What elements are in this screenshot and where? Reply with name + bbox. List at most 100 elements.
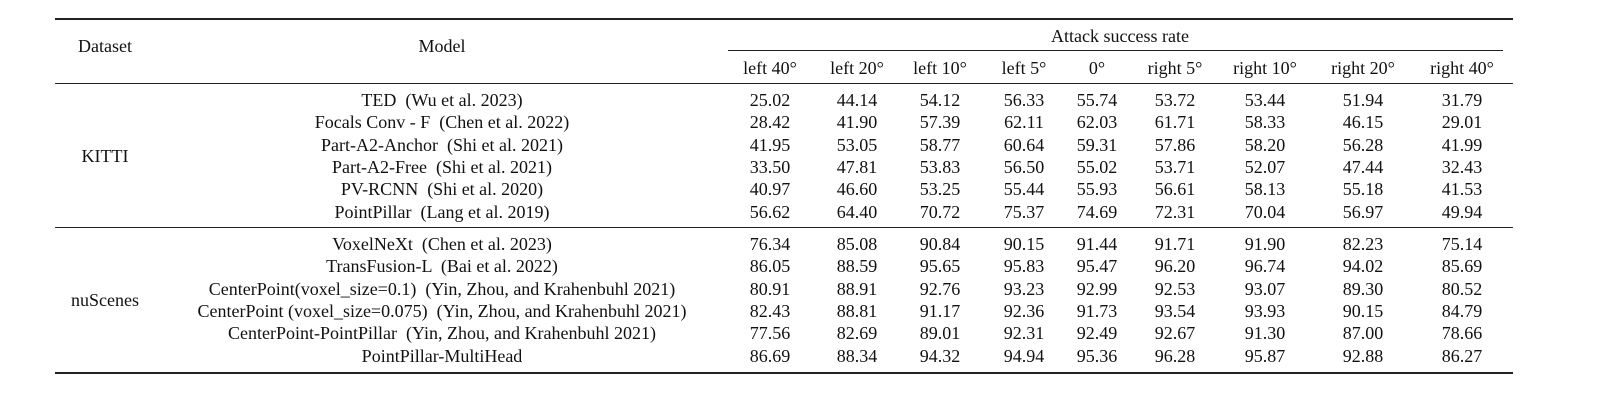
cell-value: 56.50 <box>1003 156 1045 177</box>
cell-value: 91.44 <box>1076 234 1118 254</box>
cell-value: 25.02 <box>749 90 791 110</box>
model-name: Part-A2-Free (Shi et al. 2021) <box>332 156 552 177</box>
cell-value: 60.64 <box>1003 134 1045 155</box>
cell-value: 62.03 <box>1076 112 1118 133</box>
cell-value: 91.17 <box>919 300 961 321</box>
cell-value: 31.79 <box>1441 90 1483 110</box>
cell-value: 96.28 <box>1154 345 1196 366</box>
cell-value: 94.94 <box>1003 345 1045 366</box>
cell-value: 86.69 <box>749 345 791 366</box>
cell-value: 70.72 <box>919 201 961 222</box>
model-name: CenterPoint-PointPillar (Yin, Zhou, and … <box>228 323 656 344</box>
cell-value: 92.53 <box>1154 278 1196 299</box>
cell-value: 92.49 <box>1076 323 1118 344</box>
cell-value: 53.72 <box>1154 90 1196 110</box>
cell-value: 75.14 <box>1441 234 1483 254</box>
column-header: left 10° <box>913 58 967 78</box>
cell-value: 89.30 <box>1342 278 1384 299</box>
cell-value: 56.28 <box>1342 134 1384 155</box>
cell-value: 85.08 <box>836 234 878 254</box>
cell-value: 94.02 <box>1342 256 1384 277</box>
cell-value: 92.99 <box>1076 278 1118 299</box>
column-header: left 40° <box>743 58 797 78</box>
cell-value: 91.73 <box>1076 300 1118 321</box>
cell-value: 47.44 <box>1342 156 1384 177</box>
cell-value: 92.76 <box>919 278 961 299</box>
cell-value: 56.61 <box>1154 179 1196 200</box>
model-name: CenterPoint(voxel_size=0.1) (Yin, Zhou, … <box>208 278 676 299</box>
cell-value: 28.42 <box>749 112 791 133</box>
cell-value: 93.54 <box>1154 300 1196 321</box>
model-name: VoxelNeXt (Chen et al. 2023) <box>332 234 552 254</box>
cell-value: 84.79 <box>1441 300 1483 321</box>
cell-value: 77.56 <box>749 323 791 344</box>
cell-value: 62.11 <box>1004 112 1044 133</box>
model-name: PointPillar (Lang et al. 2019) <box>334 201 550 222</box>
model-name: Part-A2-Anchor (Shi et al. 2021) <box>321 134 563 155</box>
cell-value: 57.39 <box>919 112 961 133</box>
cell-value: 86.27 <box>1441 345 1483 366</box>
cell-value: 86.05 <box>749 256 791 277</box>
cell-value: 88.59 <box>836 256 878 277</box>
model-header: Model <box>418 36 466 56</box>
cell-value: 54.12 <box>919 90 961 110</box>
cell-value: 82.23 <box>1342 234 1384 254</box>
cell-value: 56.33 <box>1003 90 1045 110</box>
model-name: TransFusion-L (Bai et al. 2022) <box>326 256 558 277</box>
cell-value: 55.02 <box>1076 156 1118 177</box>
cell-value: 90.15 <box>1003 234 1045 254</box>
model-name: PV-RCNN (Shi et al. 2020) <box>340 179 544 200</box>
cell-value: 41.95 <box>749 134 791 155</box>
cell-value: 53.05 <box>836 134 878 155</box>
cell-value: 51.94 <box>1342 90 1384 110</box>
cell-value: 53.44 <box>1244 90 1286 110</box>
cell-value: 82.43 <box>749 300 791 321</box>
cell-value: 53.71 <box>1154 156 1196 177</box>
cell-value: 41.53 <box>1441 179 1483 200</box>
cell-value: 92.31 <box>1003 323 1045 344</box>
cell-value: 61.71 <box>1154 112 1196 133</box>
cell-value: 95.36 <box>1076 345 1118 366</box>
header-rule <box>55 83 1513 84</box>
cell-value: 41.99 <box>1441 134 1483 155</box>
cell-value: 85.69 <box>1441 256 1483 277</box>
cell-value: 55.44 <box>1003 179 1045 200</box>
cell-value: 80.91 <box>749 278 791 299</box>
cell-value: 80.52 <box>1441 278 1483 299</box>
column-header: left 5° <box>1001 58 1047 78</box>
cell-value: 93.93 <box>1244 300 1286 321</box>
cell-value: 70.04 <box>1244 201 1286 222</box>
cell-value: 40.97 <box>749 179 791 200</box>
cell-value: 75.37 <box>1003 201 1045 222</box>
column-header: right 40° <box>1430 58 1494 78</box>
cell-value: 88.34 <box>836 345 878 366</box>
cell-value: 95.83 <box>1003 256 1045 277</box>
cell-value: 95.65 <box>919 256 961 277</box>
cell-value: 32.43 <box>1441 156 1483 177</box>
cell-value: 55.74 <box>1076 90 1118 110</box>
dataset-name: nuScenes <box>71 289 139 310</box>
cell-value: 89.01 <box>919 323 961 344</box>
cell-value: 53.83 <box>919 156 961 177</box>
cell-value: 56.62 <box>749 201 791 222</box>
cell-value: 44.14 <box>836 90 878 110</box>
cell-value: 47.81 <box>836 156 878 177</box>
cell-value: 87.00 <box>1342 323 1384 344</box>
cell-value: 91.30 <box>1244 323 1286 344</box>
column-header: right 5° <box>1147 58 1203 78</box>
cell-value: 58.13 <box>1244 179 1286 200</box>
cell-value: 64.40 <box>836 201 878 222</box>
cell-value: 46.15 <box>1342 112 1384 133</box>
group-separator <box>55 227 1513 228</box>
column-header: right 10° <box>1233 58 1297 78</box>
cell-value: 52.07 <box>1244 156 1286 177</box>
cell-value: 53.25 <box>919 179 961 200</box>
cell-value: 78.66 <box>1441 323 1483 344</box>
cell-value: 82.69 <box>836 323 878 344</box>
cell-value: 90.84 <box>919 234 961 254</box>
cell-value: 95.87 <box>1244 345 1286 366</box>
cell-value: 55.18 <box>1342 179 1384 200</box>
cell-value: 55.93 <box>1076 179 1118 200</box>
model-name: Focals Conv - F (Chen et al. 2022) <box>314 112 570 133</box>
